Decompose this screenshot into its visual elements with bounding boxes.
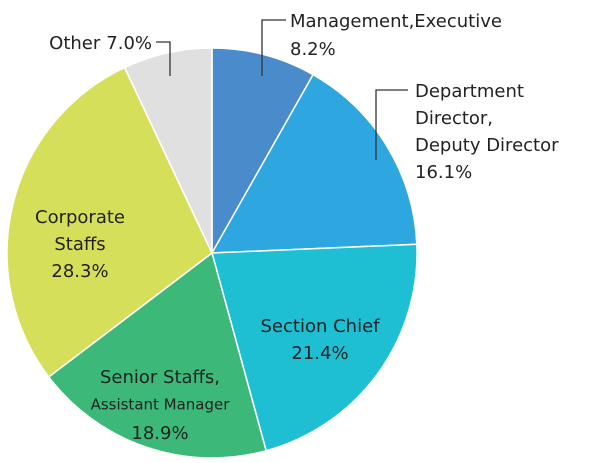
value-label: 16.1% bbox=[415, 162, 472, 183]
pie-slice bbox=[211, 243, 418, 452]
category-label: Senior Staffs, bbox=[100, 367, 220, 388]
pie-slice bbox=[210, 73, 418, 254]
slice-label: Other 7.0% bbox=[49, 33, 152, 54]
category-label: Department bbox=[415, 81, 524, 102]
pie bbox=[6, 47, 418, 459]
category-label: Section Chief bbox=[261, 316, 381, 337]
pie-slice bbox=[211, 47, 315, 256]
category-label: Assistant Manager bbox=[91, 396, 231, 414]
category-label: Staffs bbox=[54, 234, 105, 255]
leader-line bbox=[375, 89, 408, 160]
pie-slice bbox=[123, 47, 213, 254]
value-label: 8.2% bbox=[290, 39, 336, 60]
labels: Management,Executive 8.2% Department Direct… bbox=[35, 11, 559, 444]
category-label: Management,Executive bbox=[290, 11, 502, 32]
value-label: 28.3% bbox=[51, 261, 108, 282]
category-label: Corporate bbox=[35, 207, 125, 228]
category-label: Director, bbox=[415, 108, 493, 129]
value-label: 18.9% bbox=[131, 423, 188, 444]
leader-line bbox=[261, 19, 286, 76]
category-label: Other bbox=[49, 33, 101, 54]
pie-slice bbox=[47, 251, 268, 459]
leader-line bbox=[156, 41, 171, 76]
value-label: 21.4% bbox=[291, 343, 348, 364]
value-label: 7.0% bbox=[106, 33, 152, 54]
category-label: Deputy Director bbox=[415, 135, 559, 156]
